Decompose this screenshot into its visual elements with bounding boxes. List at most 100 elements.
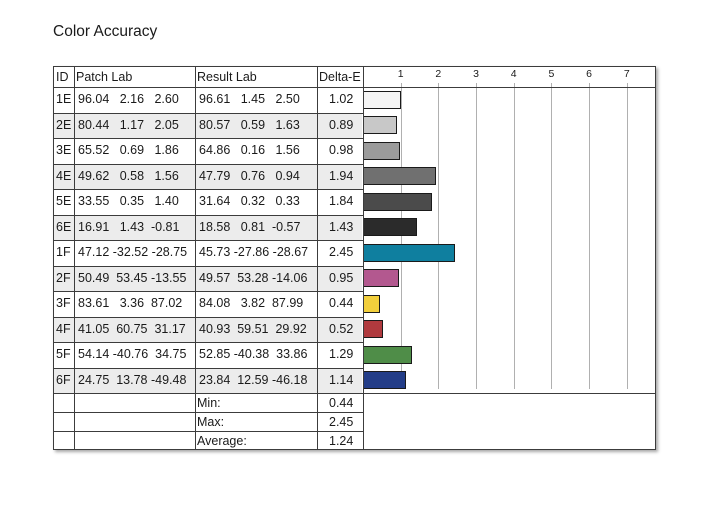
result-lab-value: 84.08 3.82 87.99 — [199, 296, 304, 310]
patch-lab-value: 50.49 53.45 -13.55 — [78, 270, 187, 285]
delta-e-bar — [363, 320, 383, 338]
row-divider — [54, 87, 363, 88]
patch-lab-value: 16.91 1.43 -0.81 — [78, 219, 180, 234]
delta-e-value: 0.89 — [329, 117, 354, 132]
patch-lab-value: 47.12 -32.52 -28.75 — [78, 245, 188, 259]
gridline — [476, 83, 478, 389]
row-shading — [54, 316, 362, 342]
row-id: 6E — [56, 219, 72, 234]
delta-e-bar — [363, 167, 437, 185]
delta-e-bar — [363, 218, 417, 236]
delta-e-bar — [363, 294, 380, 313]
row-id: 4E — [56, 168, 72, 183]
row-shading — [54, 112, 362, 138]
summary-label: Average: — [197, 434, 247, 448]
patch-lab-value: 80.44 1.17 2.05 — [78, 117, 179, 132]
delta-e-value: 2.45 — [329, 245, 354, 259]
result-lab-value: 18.58 0.81 -0.57 — [199, 219, 301, 234]
delta-e-bar — [363, 371, 406, 389]
row-id: 2F — [56, 270, 71, 285]
chart-title: Color Accuracy — [53, 23, 158, 40]
row-id: 3E — [56, 143, 72, 157]
result-lab-value: 80.57 0.59 1.63 — [199, 117, 300, 132]
row-divider — [54, 138, 363, 139]
row-shading — [54, 367, 362, 393]
row-divider — [54, 265, 363, 267]
row-id: 6F — [56, 372, 71, 387]
patch-lab-value: 24.75 13.78 -49.48 — [78, 372, 187, 387]
delta-e-bar — [363, 192, 433, 211]
summary-label: Max: — [197, 415, 225, 429]
patch-lab-value: 33.55 0.35 1.40 — [78, 194, 179, 208]
result-lab-value: 96.61 1.45 2.50 — [199, 92, 300, 106]
column-header: ID — [56, 70, 69, 84]
row-divider — [54, 112, 363, 114]
row-id: 5E — [56, 194, 72, 208]
delta-e-bar — [363, 116, 397, 134]
row-id: 4F — [56, 321, 71, 336]
tick-label: 1 — [397, 68, 404, 80]
delta-e-value: 0.98 — [329, 143, 354, 157]
patch-lab-value: 96.04 2.16 2.60 — [78, 92, 179, 106]
row-divider — [54, 214, 363, 216]
row-id: 5F — [56, 347, 71, 361]
tick-label: 5 — [548, 68, 555, 80]
tick-label: 6 — [586, 68, 592, 80]
row-divider — [54, 367, 363, 369]
result-lab-value: 23.84 12.59 -46.18 — [199, 372, 308, 387]
summary-divider — [54, 412, 363, 413]
delta-e-value: 1.02 — [329, 92, 354, 106]
row-divider — [54, 240, 363, 241]
tick-label: 2 — [435, 68, 442, 80]
column-divider — [74, 67, 75, 449]
row-shading — [54, 214, 362, 240]
tick-label: 3 — [473, 68, 479, 80]
row-id: 2E — [56, 117, 72, 132]
delta-e-bar — [363, 345, 412, 364]
result-lab-value: 49.57 53.28 -14.06 — [199, 270, 308, 285]
column-header: Result Lab — [197, 70, 257, 84]
row-id: 1F — [56, 245, 71, 259]
delta-e-bar — [363, 90, 402, 109]
delta-e-value: 1.94 — [329, 168, 354, 183]
row-divider — [54, 291, 363, 292]
row-divider — [54, 393, 655, 394]
row-shading — [54, 265, 362, 291]
patch-lab-value: 65.52 0.69 1.86 — [78, 143, 179, 157]
gridline — [551, 83, 553, 389]
delta-e-value: 1.29 — [329, 347, 354, 361]
row-divider — [54, 316, 363, 318]
row-id: 1E — [56, 92, 72, 106]
delta-e-value: 0.52 — [329, 321, 354, 336]
delta-e-value: 0.95 — [329, 270, 354, 285]
column-divider — [363, 67, 364, 449]
column-header: Delta-E — [319, 70, 361, 84]
summary-value: 1.24 — [329, 434, 354, 448]
color-accuracy-table: ID Patch Lab Result Lab Delta-E 1 2 3 4 5 6 7 1E 96.… — [53, 66, 656, 450]
row-divider — [54, 163, 363, 165]
result-lab-value: 31.64 0.32 0.33 — [199, 194, 300, 208]
gridline — [589, 83, 591, 389]
row-divider — [54, 342, 363, 343]
column-divider — [195, 67, 196, 449]
patch-lab-value: 49.62 0.58 1.56 — [78, 168, 179, 183]
result-lab-value: 45.73 -27.86 -28.67 — [199, 245, 309, 259]
summary-value: 0.44 — [329, 396, 354, 410]
patch-lab-value: 41.05 60.75 31.17 — [78, 321, 186, 336]
result-lab-value: 64.86 0.16 1.56 — [199, 143, 300, 157]
row-divider — [54, 189, 363, 190]
delta-e-bar — [363, 269, 399, 287]
delta-e-value: 1.43 — [329, 219, 354, 234]
row-id: 3F — [56, 296, 71, 310]
gridline — [626, 83, 628, 389]
gridline — [513, 83, 515, 389]
delta-e-value: 1.84 — [329, 194, 354, 208]
column-header: Patch Lab — [76, 70, 133, 84]
patch-lab-value: 83.61 3.36 87.02 — [78, 296, 183, 310]
result-lab-value: 40.93 59.51 29.92 — [199, 321, 307, 336]
tick-label: 7 — [623, 68, 630, 80]
gridline — [438, 83, 440, 389]
summary-label: Min: — [197, 396, 221, 410]
row-shading — [54, 163, 362, 189]
patch-lab-value: 54.14 -40.76 34.75 — [78, 347, 187, 361]
